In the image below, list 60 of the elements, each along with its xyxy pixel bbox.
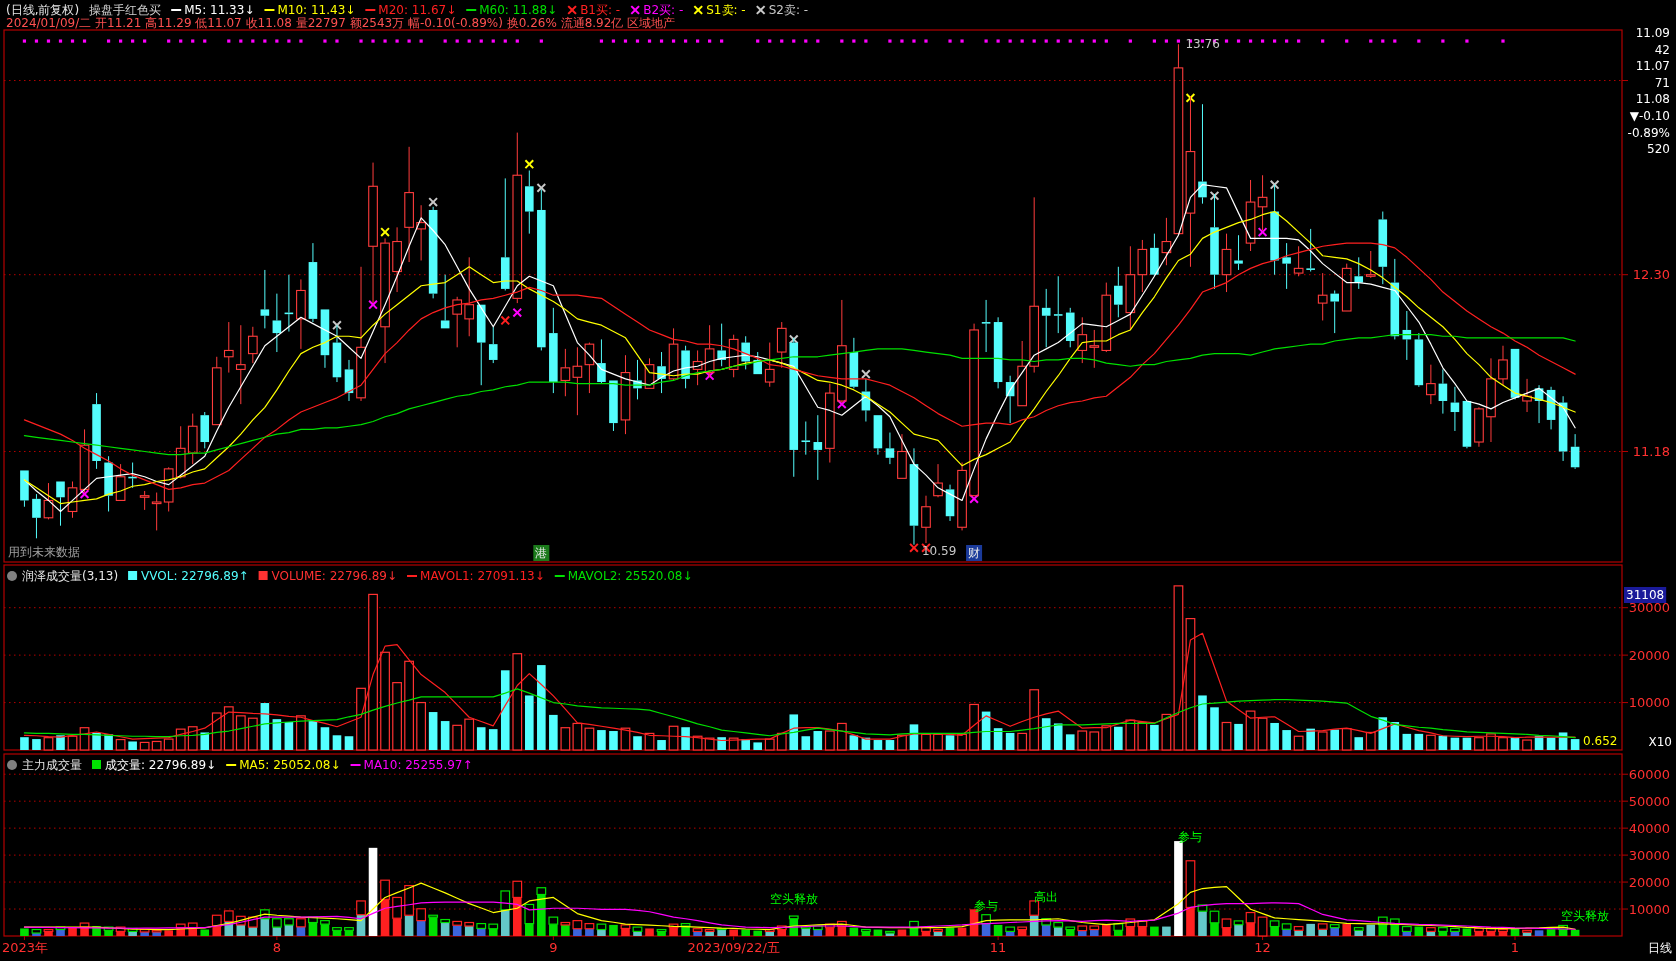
- legend-label: M5: 11.33↓: [184, 3, 255, 17]
- text: 11.08: [1635, 92, 1670, 107]
- text: 0.652: [1583, 733, 1618, 748]
- chart-title: 润泽成交量(3,13): [22, 569, 119, 583]
- legend-label: MAVOL2: 25520.08↓: [567, 569, 693, 583]
- legend-label: MAVOL1: 27091.13↓: [420, 569, 545, 583]
- legend-label: M20: 11.67↓: [378, 3, 457, 17]
- text: -0.89%: [1627, 125, 1670, 140]
- chart-subtitle: 2024/01/09/二 开11.21 高11.29 低11.07 收11.08 量22797 额2543万 幅-0.10(-0.89%) 换0.26% 流通8.92亿 区域地产: [6, 16, 676, 30]
- legend-label: B2买: -: [643, 3, 684, 17]
- text: 520: [1647, 142, 1670, 157]
- legend-label: MA10: 25255.97↑: [363, 758, 473, 772]
- x-tick-label: 2023年: [2, 940, 49, 955]
- x-tick-label: 2023/09/22/五: [687, 940, 780, 955]
- text: 31108: [1626, 588, 1665, 602]
- annotation: 13.76: [1185, 37, 1220, 52]
- legend-label: VVOL: 22796.89↑: [141, 569, 249, 583]
- y-tick-label: 11.18: [1632, 444, 1670, 459]
- y-tick-label: 30000: [1628, 847, 1670, 863]
- x-tick-label: 9: [549, 940, 558, 955]
- legend-label: VOLUME: 22796.89↓: [271, 569, 398, 583]
- legend-label: M60: 11.88↓: [479, 3, 558, 17]
- annotation: 空头释放: [769, 892, 818, 907]
- y-tick-label: 10000: [1628, 901, 1670, 917]
- y-tick-label: 20000: [1628, 647, 1670, 663]
- annotation: 10.59: [921, 543, 957, 558]
- y-tick-label: 10000: [1628, 695, 1670, 711]
- legend-label: M10: 11.43↓: [277, 3, 356, 17]
- y-tick-label: 20000: [1628, 874, 1670, 890]
- legend-label: MA5: 25052.08↓: [239, 758, 341, 772]
- annotation: 参与: [1178, 830, 1203, 845]
- y-tick-label: 12.30: [1632, 267, 1670, 283]
- legend-label: S1卖: -: [706, 3, 746, 17]
- chart-title: 主力成交量: [22, 758, 82, 772]
- chart-title: (日线,前复权): [6, 3, 80, 17]
- text: X10: [1648, 735, 1672, 749]
- annotation: 财: [968, 546, 981, 560]
- annotation: 高出: [1034, 889, 1059, 904]
- x-tick-label: 11: [989, 940, 1007, 955]
- text: 71: [1654, 75, 1670, 90]
- annotation: 参与: [974, 899, 999, 914]
- y-tick-label: 60000: [1628, 766, 1670, 782]
- text: 日线: [1648, 941, 1672, 955]
- legend-label: 成交量: 22796.89↓: [105, 758, 217, 772]
- y-tick-label: 50000: [1628, 793, 1670, 809]
- legend-label: S2卖: -: [768, 3, 809, 17]
- y-tick-label: 40000: [1628, 820, 1670, 836]
- legend-label: B1买: -: [580, 3, 621, 17]
- text: ▼-0.10: [1629, 109, 1670, 123]
- x-tick-label: 1: [1510, 940, 1520, 955]
- y-tick-label: 30000: [1628, 600, 1670, 616]
- x-tick-label: 12: [1254, 940, 1271, 955]
- text: 11.09: [1635, 26, 1670, 40]
- text: 11.07: [1635, 59, 1670, 74]
- annotation: 空头释放: [1561, 909, 1610, 924]
- x-tick-label: 8: [272, 940, 282, 955]
- annotation: 港: [535, 546, 548, 560]
- annotation: 用到未来数据: [8, 545, 80, 559]
- legend-title: 操盘手红色买: [89, 3, 162, 17]
- text: 42: [1654, 42, 1670, 57]
